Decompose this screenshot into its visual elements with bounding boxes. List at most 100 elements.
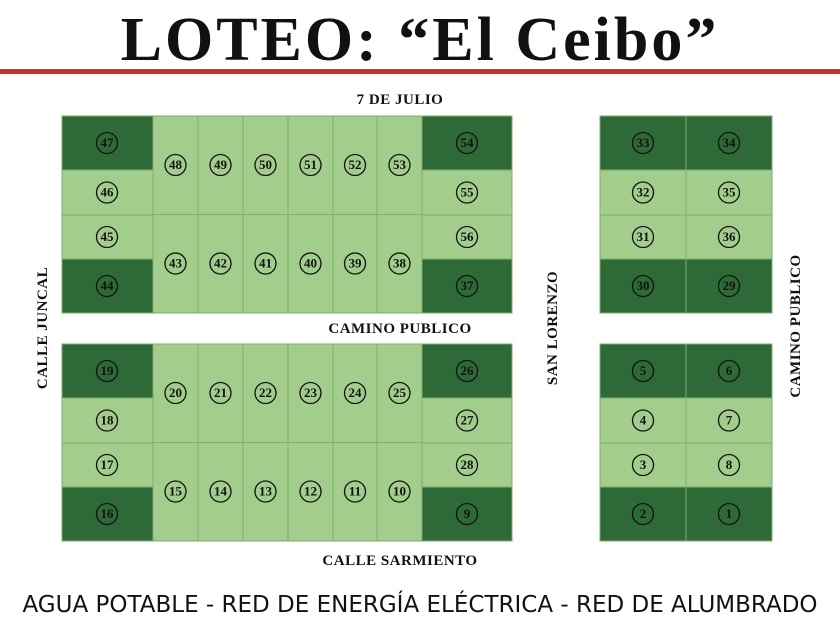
lot <box>599 486 687 542</box>
lot-circle <box>455 131 479 155</box>
lot <box>61 115 154 171</box>
lot <box>685 343 773 399</box>
street-label: CAMINO PUBLICO <box>788 254 804 397</box>
lot-circle <box>164 381 187 405</box>
lot-number: 40 <box>304 255 317 270</box>
lot-number: 1 <box>726 506 733 521</box>
lot-circle <box>631 453 655 477</box>
lot-circle <box>717 359 741 383</box>
lot-circle <box>209 381 232 405</box>
lot-circle <box>95 502 119 526</box>
lot <box>685 115 773 171</box>
lot-number: 42 <box>214 255 227 270</box>
street-label: CAMINO PUBLICO <box>328 321 471 337</box>
lot-circle <box>631 181 655 204</box>
lot-number: 56 <box>461 229 475 244</box>
lot-number: 2 <box>640 506 647 521</box>
lot-number: 35 <box>723 184 737 199</box>
lot-number: 19 <box>101 363 115 378</box>
lot-number: 39 <box>349 255 363 270</box>
lot <box>152 214 199 314</box>
lot <box>421 442 513 488</box>
lot-circle <box>299 381 322 405</box>
lot-circle <box>254 480 277 503</box>
lot-circle <box>717 181 741 204</box>
lot <box>242 442 289 542</box>
lot <box>61 258 154 314</box>
lot-number: 34 <box>723 135 737 150</box>
lot-number: 32 <box>637 184 650 199</box>
lot-circle <box>455 409 479 432</box>
lot <box>376 214 423 314</box>
lot-circle <box>388 153 411 177</box>
lot-number: 9 <box>464 506 471 521</box>
lot-circle <box>209 153 232 177</box>
lot-number: 14 <box>214 483 228 498</box>
lot <box>421 214 513 260</box>
lot-circle <box>209 252 232 275</box>
street-label: SAN LORENZO <box>545 271 561 385</box>
lot-circle <box>455 453 479 477</box>
lot-circle <box>717 274 741 298</box>
lot-circle <box>455 225 479 249</box>
lot <box>61 343 154 399</box>
lot-circle <box>388 381 411 405</box>
lot <box>332 343 378 443</box>
lot-circle <box>164 153 187 177</box>
lot-circle <box>254 381 277 405</box>
lot <box>61 442 154 488</box>
lot-circle <box>388 252 411 275</box>
lot <box>61 169 154 216</box>
lot-circle <box>95 453 119 477</box>
lot-number: 50 <box>259 157 272 172</box>
lot-number: 41 <box>259 255 272 270</box>
title-rule <box>0 69 840 74</box>
lot-circle <box>299 153 322 177</box>
lot <box>376 442 423 542</box>
lot-number: 11 <box>349 483 361 498</box>
lot-number: 17 <box>101 457 115 472</box>
lot-circle <box>299 252 322 275</box>
lot-number: 10 <box>393 483 406 498</box>
lot <box>685 442 773 488</box>
lot-circle <box>95 131 119 155</box>
lot-number: 51 <box>304 157 317 172</box>
lot-number: 24 <box>349 385 363 400</box>
lot-number: 55 <box>461 184 475 199</box>
lot <box>685 397 773 444</box>
lot-circle <box>631 225 655 249</box>
lot-number: 53 <box>393 157 407 172</box>
lot-circle <box>209 480 232 503</box>
lot <box>332 214 378 314</box>
lot-circle <box>631 502 655 526</box>
lot <box>421 258 513 314</box>
lot-circle <box>717 502 741 526</box>
lot-number: 48 <box>169 157 183 172</box>
lot-number: 38 <box>393 255 407 270</box>
title: LOTEO: “El Ceibo” <box>121 6 720 74</box>
lot-number: 16 <box>101 506 115 521</box>
lot-circle <box>631 359 655 383</box>
lot-circle <box>717 453 741 477</box>
lot <box>61 486 154 542</box>
lot-circle <box>95 274 119 298</box>
lot <box>152 343 199 443</box>
lot-number: 21 <box>214 385 227 400</box>
lot <box>152 442 199 542</box>
street-label: CALLE SARMIENTO <box>322 553 477 569</box>
lot-number: 18 <box>101 412 115 427</box>
lot <box>287 214 334 314</box>
lot-number: 27 <box>461 412 475 427</box>
lot-number: 37 <box>461 278 475 293</box>
lot <box>599 442 687 488</box>
lot-number: 26 <box>461 363 475 378</box>
lot-number: 30 <box>637 278 650 293</box>
lot-circle <box>299 480 322 503</box>
lot-number: 43 <box>169 255 183 270</box>
lot-number: 49 <box>214 157 228 172</box>
lot <box>332 115 378 215</box>
lot-circle <box>631 409 655 432</box>
lot <box>599 169 687 216</box>
lot-circle <box>717 409 741 432</box>
